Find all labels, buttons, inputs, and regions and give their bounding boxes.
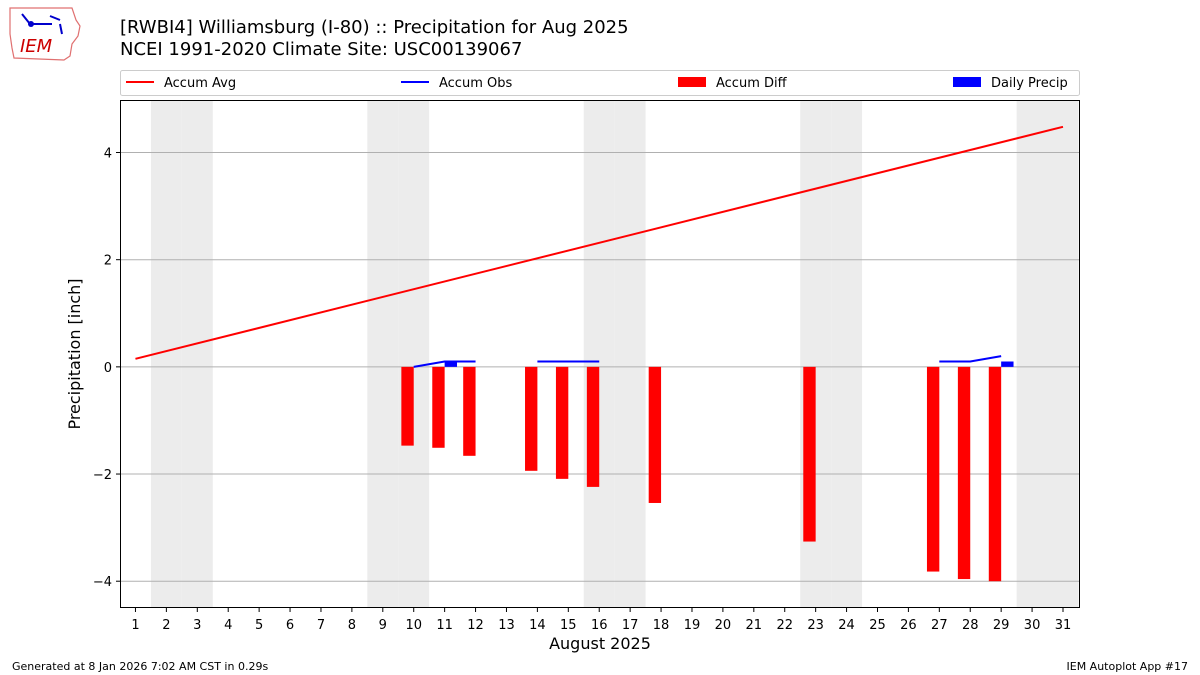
x-tick-label: 26 <box>900 618 917 633</box>
x-tick-label: 23 <box>807 618 824 633</box>
x-tick-label: 24 <box>838 618 855 633</box>
accum-diff-bar <box>957 366 971 580</box>
weekend-shade <box>1016 100 1048 608</box>
x-tick-label: 17 <box>622 618 639 633</box>
x-tick-label: 11 <box>436 618 453 633</box>
chart-title: [RWBI4] Williamsburg (I-80) :: Precipita… <box>120 17 629 38</box>
x-tick-label: 25 <box>869 618 886 633</box>
weekend-shade <box>367 100 399 608</box>
legend-swatch-2 <box>678 77 706 87</box>
daily-precip-bar <box>1001 361 1014 367</box>
weekend-shade <box>398 100 430 608</box>
x-tick-label: 18 <box>653 618 670 633</box>
y-tick-label: −2 <box>93 468 112 483</box>
x-tick-label: 28 <box>962 618 979 633</box>
legend-label: Accum Diff <box>716 76 788 91</box>
legend-swatch-3 <box>953 77 981 87</box>
legend-label: Daily Precip <box>991 76 1068 91</box>
accum-diff-bar <box>648 366 662 503</box>
legend-label: Accum Avg <box>164 76 236 91</box>
x-tick-label: 8 <box>348 618 356 633</box>
x-tick-label: 5 <box>255 618 263 633</box>
x-tick-label: 15 <box>560 618 577 633</box>
y-tick-label: 2 <box>104 254 112 269</box>
generated-note: Generated at 8 Jan 2026 7:02 AM CST in 0… <box>12 660 269 673</box>
x-tick-label: 16 <box>591 618 608 633</box>
x-tick-label: 21 <box>746 618 763 633</box>
accum-diff-bar <box>432 366 445 448</box>
weekend-shade <box>583 100 615 608</box>
x-tick-label: 20 <box>715 618 732 633</box>
accum-diff-bar <box>586 366 600 487</box>
weekend-shade <box>614 100 646 608</box>
accum-avg-line <box>135 125 1064 360</box>
iem-logo: IEM <box>9 7 81 61</box>
accum-diff-bar <box>525 366 538 471</box>
accum-diff-bar <box>463 366 476 456</box>
x-tick-label: 29 <box>993 618 1010 633</box>
x-tick-label: 9 <box>379 618 387 633</box>
x-tick-label: 13 <box>498 618 515 633</box>
svg-text:IEM: IEM <box>20 36 53 57</box>
x-tick-label: 10 <box>405 618 422 633</box>
accum-obs-line <box>939 355 1002 363</box>
accum-diff-bar <box>926 366 940 572</box>
x-tick-label: 1 <box>131 618 139 633</box>
x-tick-label: 6 <box>286 618 294 633</box>
x-tick-label: 12 <box>467 618 484 633</box>
accum-diff-bar <box>401 366 414 446</box>
legend: Accum Avg Accum Obs Accum Diff Daily Precip <box>120 70 1080 96</box>
plot-frame <box>120 100 1080 608</box>
legend-label: Accum Obs <box>439 76 512 91</box>
x-tick-label: 7 <box>317 618 325 633</box>
y-tick-label: −4 <box>93 575 112 590</box>
x-tick-label: 3 <box>193 618 201 633</box>
weekend-shade <box>181 100 213 608</box>
x-tick-label: 22 <box>776 618 793 633</box>
y-tick-label: 0 <box>104 361 112 376</box>
accum-obs-line <box>413 360 476 368</box>
y-axis-label: Precipitation [inch] <box>65 278 84 429</box>
x-axis-label: August 2025 <box>549 634 651 653</box>
x-tick-label: 14 <box>529 618 546 633</box>
weekend-shade <box>1047 100 1079 608</box>
accum-diff-bar <box>803 366 816 542</box>
y-tick-label: 4 <box>104 147 112 162</box>
x-tick-label: 19 <box>684 618 701 633</box>
app-credit: IEM Autoplot App #17 <box>1066 660 1189 673</box>
chart-subtitle: NCEI 1991-2020 Climate Site: USC00139067 <box>120 39 523 60</box>
x-tick-label: 31 <box>1055 618 1072 633</box>
weekend-shade <box>831 100 863 608</box>
x-tick-label: 4 <box>224 618 232 633</box>
x-tick-label: 30 <box>1024 618 1041 633</box>
daily-precip-bar <box>444 361 458 367</box>
x-tick-label: 27 <box>931 618 948 633</box>
accum-diff-bar <box>988 366 1002 582</box>
x-tick-label: 2 <box>162 618 170 633</box>
accum-diff-bar <box>555 366 569 479</box>
